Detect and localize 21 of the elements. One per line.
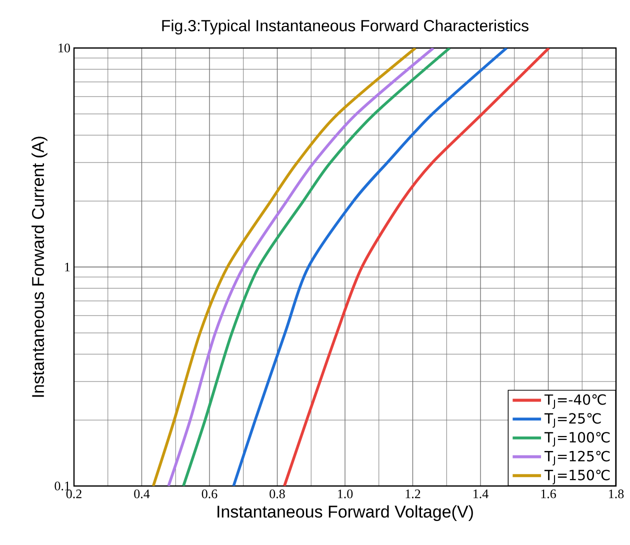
legend-label: T$_{J}$=-40℃: [544, 394, 606, 409]
x-tick-label: 1.2: [406, 490, 420, 498]
legend-label: T$_{J}$=125℃: [544, 450, 610, 466]
x-tick-label: 1.4: [474, 490, 488, 498]
x-tick-label: 1.0: [338, 490, 353, 498]
x-axis-title: Instantaneous Forward Voltage(V): [218, 505, 473, 522]
y-tick-label: 0.1: [54, 482, 70, 490]
y-tick-label: 1: [65, 262, 70, 272]
x-tick-label: 0.6: [202, 490, 218, 498]
x-tick-label: 1.6: [541, 490, 556, 498]
y-axis-title: Instantaneous Forward Current (A): [32, 136, 48, 397]
y-tick-label: 10: [58, 44, 70, 52]
legend-label: T$_{J}$=100℃: [544, 432, 610, 447]
legend-label: T$_{J}$=25℃: [544, 413, 601, 428]
x-tick-label: 1.8: [609, 490, 624, 498]
line-series: [232, 48, 508, 486]
legend-label: T$_{J}$=150℃: [544, 470, 610, 484]
x-tick-label: 0.8: [270, 490, 285, 498]
x-tick-label: 0.4: [134, 490, 150, 498]
chart-title: Fig.3:Typical Instantaneous Forward Characteristics: [162, 20, 528, 35]
x-tick-label: 0.2: [66, 490, 82, 498]
